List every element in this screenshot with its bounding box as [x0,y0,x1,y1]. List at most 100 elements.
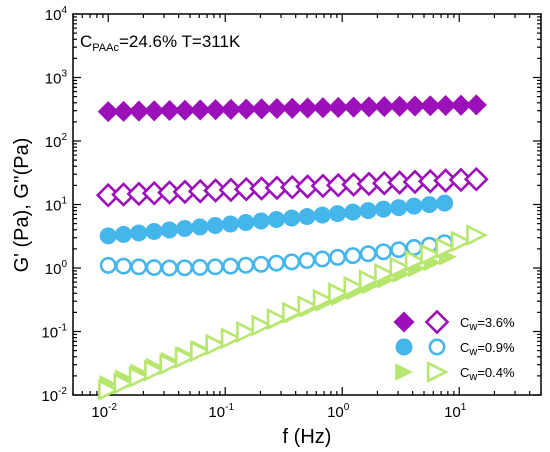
annotation: CPAAc=24.6% T=311K [80,32,241,54]
data-point-circle-filled [420,196,438,214]
data-point-triangle-right-open [113,372,136,395]
data-point-triangle-right-open [159,353,182,376]
data-point-diamond-filled [343,96,365,118]
data-point-circle-filled [237,214,255,232]
data-point-diamond-filled [465,94,487,116]
data-point-triangle-right-open [450,230,473,253]
data-point-diamond-filled [128,100,150,122]
data-point-triangle-right-open [190,340,212,363]
legend-marker-filled [393,311,415,333]
plot-frame [72,13,542,396]
x-tick-label: 10-1 [208,402,234,421]
y-tick-label: 102 [45,132,68,151]
data-point-diamond-open [463,166,489,192]
data-point-triangle-right-open [98,379,120,401]
legend-marker-filled [395,363,413,381]
data-point-diamond-filled [159,99,181,122]
data-point-circle-open [313,250,331,268]
data-point-triangle-right-open [144,359,166,382]
legend-label: Cw=0.9% [460,340,515,358]
axis-ticks [72,14,542,396]
data-point-circle-open [160,259,178,277]
data-point-diamond-filled [297,97,319,119]
data-point-triangle-right-open [297,295,320,318]
data-point-diamond-filled [281,97,303,119]
data-point-diamond-filled [312,97,334,119]
x-tick-label: 100 [327,402,350,421]
legend-marker-open [424,309,450,335]
data-point-circle-open [222,257,239,275]
data-point-circle-filled [283,209,301,227]
data-point-circle-filled [267,211,285,229]
data-point-diamond-filled [251,98,273,120]
data-point-circle-open [359,245,377,263]
data-point-circle-open [176,259,194,277]
data-point-diamond-filled [327,96,349,118]
data-point-circle-filled [329,205,347,223]
data-point-circle-filled [99,227,117,245]
y-tick-label: 103 [45,69,68,88]
data-point-triangle-right-open [174,346,197,369]
data-point-diamond-filled [266,98,288,120]
data-point-diamond-filled [419,95,441,117]
data-point-diamond-filled [174,99,196,121]
legend-label: Cw=0.4% [460,365,515,383]
data-point-circle-open [206,258,224,276]
data-point-triangle-right-open [128,366,151,389]
data-point-diamond-filled [189,99,211,121]
data-point-circle-filled [191,218,209,236]
data-point-circle-filled [298,208,316,226]
data-point-circle-filled [344,203,362,221]
data-point-diamond-filled [205,99,227,121]
y-tick-label: 100 [45,259,68,278]
data-point-triangle-right-open [205,333,228,356]
data-point-triangle-right-open [389,256,412,279]
y-tick-label: 104 [45,5,68,24]
x-tick-label: 10-2 [91,402,117,421]
data-markers [95,94,489,401]
data-point-circle-open [237,256,255,274]
data-point-circle-open [267,254,285,272]
data-point-triangle-right-open [282,301,305,324]
data-point-diamond-filled [404,95,426,117]
data-point-circle-filled [176,219,194,237]
data-point-triangle-right-open [374,262,397,285]
data-point-diamond-filled [435,94,457,117]
data-point-diamond-filled [373,96,395,118]
data-point-triangle-right-open [328,282,351,305]
x-tick-label: 101 [444,402,467,421]
tick-labels: 10-2 10-1 100 101 10-2 10-1 100 101 102 103 104 [41,5,466,421]
data-point-circle-open [252,255,270,273]
data-point-circle-open [283,253,301,271]
legend: Cw=3.6% Cw=0.9% Cw=0.4% [393,309,515,383]
y-tick-label: 10-1 [41,323,67,342]
annotation-sub: PAAc [92,42,119,54]
data-point-circle-filled [390,199,408,217]
data-point-circle-filled [160,221,178,239]
data-point-triangle-right-open [358,269,381,292]
data-point-circle-filled [145,222,163,240]
data-point-circle-filled [222,215,240,233]
data-point-circle-open [130,258,148,276]
data-point-diamond-filled [113,100,135,122]
data-point-diamond-filled [358,96,380,118]
data-point-triangle-right-open [236,320,259,343]
legend-label: Cw=3.6% [460,315,515,333]
data-point-circle-open [145,259,163,276]
data-point-circle-filled [252,212,270,230]
data-point-diamond-filled [450,94,472,116]
data-point-circle-open [329,248,347,266]
data-point-triangle-right-open [420,243,443,266]
data-point-circle-filled [374,200,392,218]
legend-marker-filled [395,338,413,356]
y-tick-label: 10-2 [41,386,67,405]
data-point-circle-filled [436,194,454,212]
data-point-triangle-right-open [466,224,489,247]
data-point-circle-filled [115,225,133,243]
x-axis-label: f (Hz) [283,426,332,448]
data-point-diamond-filled [143,100,165,122]
data-point-diamond-filled [235,98,257,120]
data-point-circle-open [375,243,392,261]
data-point-diamond-filled [220,98,242,120]
data-point-triangle-right-open [435,237,458,259]
